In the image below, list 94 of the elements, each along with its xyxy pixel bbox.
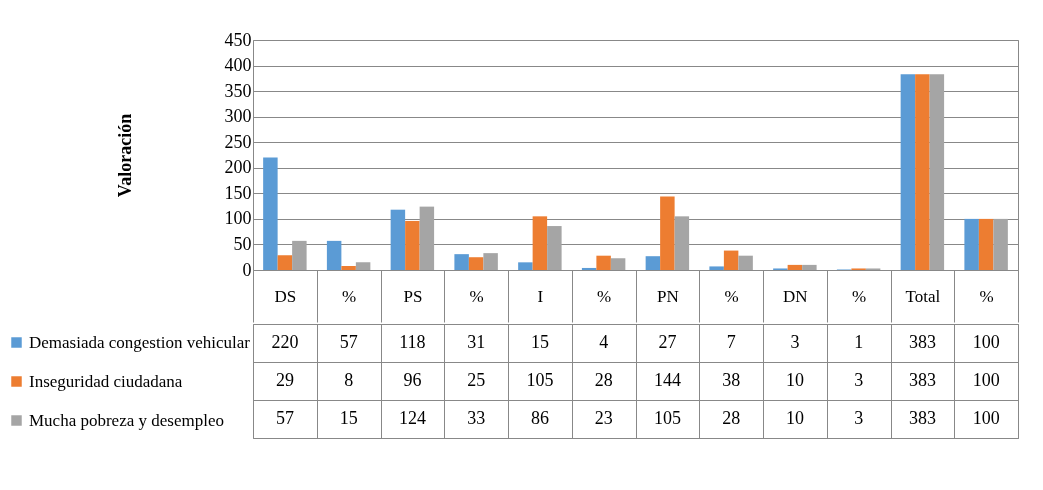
bar (263, 157, 278, 270)
bar (900, 74, 916, 270)
bar (390, 209, 406, 270)
data-label: 33 (467, 408, 486, 428)
x-tick-label: Total (905, 286, 941, 306)
x-tick-label: % (852, 286, 867, 306)
bar (964, 218, 979, 270)
bar (277, 255, 293, 270)
data-label: 124 (398, 408, 426, 428)
x-tick-label: PN (657, 286, 679, 306)
y-tick-label: 0 (242, 259, 252, 280)
data-label: 15 (530, 332, 549, 352)
bar (978, 218, 994, 270)
bar (610, 258, 626, 270)
data-label: 220 (271, 332, 299, 352)
y-tick-label: 400 (224, 55, 252, 76)
data-label: 4 (599, 332, 609, 352)
bar (547, 226, 562, 270)
bar (341, 265, 356, 270)
data-label: 28 (594, 370, 613, 390)
x-tick-label: DS (274, 286, 297, 306)
data-label: 31 (467, 332, 486, 352)
x-tick-label: % (597, 286, 612, 306)
legend-label: Inseguridad ciudadana (29, 371, 183, 391)
bar (596, 255, 611, 270)
y-tick-label: 200 (224, 157, 252, 178)
data-label: 383 (908, 370, 936, 390)
data-label: 100 (972, 370, 1000, 390)
data-label: 105 (526, 370, 554, 390)
bar (660, 196, 675, 270)
x-tick-label: % (979, 286, 994, 306)
y-tick-label: 50 (233, 233, 252, 254)
bar (993, 218, 1008, 270)
data-label: 15 (339, 408, 358, 428)
data-label: 86 (530, 408, 549, 428)
bar (723, 250, 739, 270)
data-label: 28 (722, 408, 741, 428)
data-label: 383 (908, 408, 936, 428)
data-label: 105 (653, 408, 681, 428)
bar (802, 264, 817, 270)
data-label: 10 (785, 370, 804, 390)
data-label: 96 (403, 370, 422, 390)
data-label: 1 (854, 332, 864, 352)
bar (405, 220, 420, 270)
data-label: 23 (594, 408, 613, 428)
data-label: 57 (275, 408, 294, 428)
bar (674, 216, 690, 270)
bar (645, 256, 661, 270)
bar (915, 74, 930, 270)
legend-label: Demasiada congestion vehicular (29, 332, 251, 352)
bar (419, 206, 435, 270)
x-tick-label: % (469, 286, 484, 306)
bar (929, 74, 945, 270)
x-tick-label: DN (783, 286, 808, 306)
legend-label: Mucha pobreza y desempleo (29, 410, 224, 430)
data-label: 100 (972, 408, 1000, 428)
bar (292, 240, 307, 270)
x-tick-label: % (342, 286, 357, 306)
data-label: 3 (790, 332, 800, 352)
data-label: 144 (653, 370, 681, 390)
data-label: 10 (785, 408, 804, 428)
y-tick-label: 300 (224, 106, 252, 127)
y-tick-label: 450 (224, 29, 252, 50)
data-label: 100 (972, 332, 1000, 352)
bar (483, 253, 498, 270)
data-label: 8 (344, 370, 354, 390)
y-axis-title: Valoración (114, 113, 135, 198)
x-tick-label: I (537, 286, 544, 306)
y-tick-label: 350 (224, 80, 252, 101)
data-label: 38 (722, 370, 741, 390)
bar (326, 240, 342, 270)
bar (581, 267, 597, 270)
y-tick-label: 250 (224, 131, 252, 152)
y-tick-label: 150 (224, 182, 252, 203)
data-label: 3 (854, 408, 864, 428)
data-label: 118 (399, 332, 426, 352)
data-label: 3 (854, 370, 864, 390)
data-label: 383 (908, 332, 936, 352)
data-label: 7 (726, 332, 736, 352)
bar (454, 254, 469, 270)
bar (518, 262, 533, 270)
bar (738, 255, 753, 270)
data-label: 29 (275, 370, 294, 390)
data-label: 57 (339, 332, 358, 352)
bar (468, 257, 484, 270)
bar (355, 262, 371, 270)
data-label: 25 (467, 370, 486, 390)
data-label: 27 (658, 332, 677, 352)
x-tick-label: % (724, 286, 739, 306)
y-tick-label: 100 (224, 208, 252, 229)
bar (532, 216, 548, 270)
x-tick-label: PS (403, 286, 423, 306)
bar (709, 266, 724, 270)
bar (787, 264, 803, 270)
